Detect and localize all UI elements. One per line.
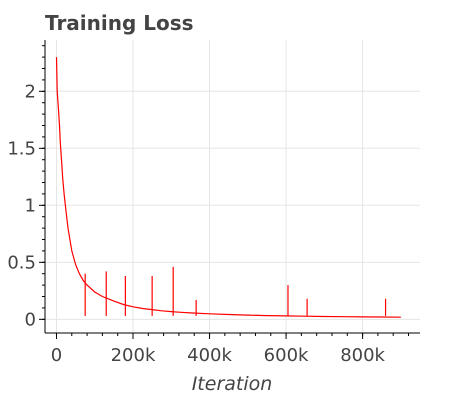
y-tick-label-4: 2 bbox=[25, 81, 36, 102]
x-tick-label-2: 400k bbox=[187, 345, 232, 366]
data-layer bbox=[55, 57, 401, 318]
chart-title: Training Loss bbox=[45, 11, 194, 35]
x-tick-label-1: 200k bbox=[111, 345, 156, 366]
x-tick-label-4: 800k bbox=[340, 345, 385, 366]
y-tick-label-3: 1.5 bbox=[7, 138, 36, 159]
x-axis-label: Iteration bbox=[192, 373, 273, 395]
tick-layer: 0 0.5 1 1.5 2 0 200k 400k 600k 800k bbox=[7, 81, 385, 366]
x-tick-label-0: 0 bbox=[51, 345, 62, 366]
axes-layer bbox=[39, 40, 420, 339]
y-tick-label-1: 0.5 bbox=[7, 252, 36, 273]
grid-layer bbox=[45, 40, 420, 333]
y-tick-label-0: 0 bbox=[25, 309, 36, 330]
loss-series-line bbox=[55, 57, 401, 318]
y-tick-label-2: 1 bbox=[25, 195, 36, 216]
x-tick-label-3: 600k bbox=[264, 345, 309, 366]
